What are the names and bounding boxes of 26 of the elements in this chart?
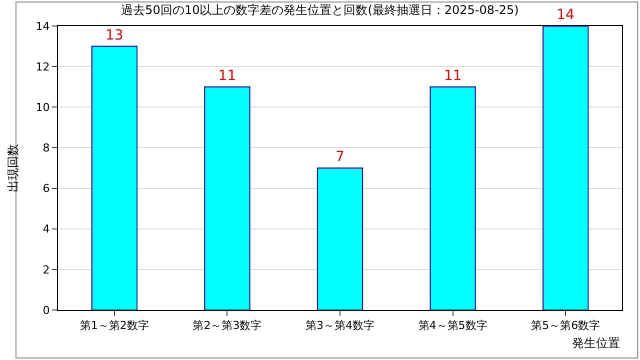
x-axis-title: 発生位置	[572, 336, 620, 350]
y-tick-label: 6	[42, 182, 50, 196]
y-tick-label: 2	[42, 263, 50, 276]
data-label: 11	[218, 68, 236, 84]
bar	[91, 46, 138, 310]
y-axis-title: 出現回数	[6, 144, 20, 192]
y-tick-label: 14	[36, 20, 50, 33]
bar	[542, 26, 589, 310]
x-tick-label: 第5～第6数字	[531, 319, 600, 332]
y-tick-label: 10	[36, 100, 50, 114]
x-tick-label: 第4～第5数字	[418, 319, 488, 332]
data-label: 7	[336, 149, 344, 165]
chart-title: 過去50回の10以上の数字差の発生位置と回数(最終抽選日：2025-08-25)	[121, 2, 519, 17]
bar	[430, 86, 476, 310]
y-tick-label: 4	[42, 222, 50, 236]
data-label: 14	[556, 7, 575, 23]
y-tick-label: 0	[42, 304, 50, 317]
bar	[316, 168, 364, 310]
x-tick-label: 第3～第4数字	[306, 319, 374, 332]
x-tick-label: 第1～第2数字	[80, 319, 149, 332]
bar	[204, 86, 250, 310]
y-tick-label: 12	[36, 60, 50, 74]
y-tick-label: 8	[42, 142, 50, 155]
data-label: 13	[105, 27, 124, 44]
data-label: 11	[444, 68, 462, 84]
x-tick-label: 第2～第3数字	[192, 319, 262, 332]
